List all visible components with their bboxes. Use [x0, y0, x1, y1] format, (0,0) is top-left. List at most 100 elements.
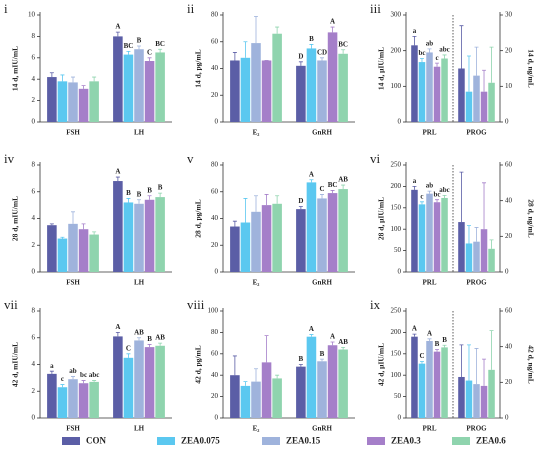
significance-letter: B: [435, 340, 440, 348]
y2-tick-label: 60: [505, 307, 513, 315]
error-bar: [320, 194, 324, 199]
y-tick-label: 60: [211, 349, 219, 357]
legend-label: ZEA0.075: [181, 436, 220, 446]
y-tick-label: 8: [32, 161, 36, 169]
y-axis-label: 42 d, mIU/mL: [11, 342, 20, 387]
error-bar: [264, 194, 269, 206]
y-tick-label: 20: [211, 241, 219, 249]
significance-letter: BC: [124, 42, 134, 50]
error-bar: [254, 195, 258, 212]
significance-letter: AB: [338, 338, 348, 346]
significance-letter: B: [137, 190, 142, 198]
error-bar: [474, 227, 479, 242]
bar: [89, 81, 99, 122]
y-tick-label: 40: [211, 214, 219, 222]
significance-letter: a: [413, 27, 417, 35]
y-tick-label: 0: [215, 268, 219, 276]
significance-letter: ab: [426, 182, 434, 190]
y-axis-label: 14 d, mIU/mL: [11, 46, 20, 91]
y-tick-label: 2: [32, 96, 36, 104]
y2-tick-label: 0: [505, 268, 509, 276]
error-bar: [92, 380, 97, 382]
bar: [144, 199, 155, 272]
bar: [144, 61, 155, 122]
error-bar: [298, 364, 303, 367]
y-tick-label: 40: [211, 371, 219, 379]
y-axis-label: 42 d, pg/mL: [194, 345, 203, 384]
error-bar: [320, 57, 324, 61]
legend-swatch: [157, 437, 175, 445]
bar: [155, 52, 165, 123]
y-tick-label: 250: [391, 161, 402, 169]
error-bar: [466, 225, 471, 244]
bar: [230, 375, 240, 418]
y-axis-label: 42 d, μIU/mL: [377, 343, 386, 386]
error-bar: [264, 335, 269, 363]
legend-label: CON: [86, 436, 107, 446]
y-tick-label: 2: [32, 387, 36, 395]
x-tick-label: E₂: [253, 129, 260, 137]
error-bar: [254, 15, 258, 44]
y-tick-label: 20: [211, 91, 219, 99]
error-bar: [419, 201, 424, 205]
error-bar: [126, 50, 131, 55]
error-bar: [474, 46, 479, 76]
error-bar: [298, 61, 303, 66]
bar: [433, 351, 441, 418]
bar: [240, 385, 251, 418]
significance-letter: C: [126, 344, 131, 352]
y2-axis-label: 14 d, ng/mL: [526, 49, 535, 88]
y-tick-label: 100: [391, 225, 402, 233]
y-tick-label: 8: [32, 32, 36, 40]
x-tick-label: FSH: [66, 425, 80, 433]
bar: [317, 198, 327, 272]
y2-tick-label: 20: [505, 46, 513, 54]
error-bar: [232, 52, 237, 61]
x-tick-label: LH: [134, 129, 145, 137]
bar: [306, 182, 317, 272]
bar: [240, 222, 251, 272]
error-bar: [412, 333, 417, 337]
x-tick-label: E₂: [253, 279, 260, 287]
error-bar: [309, 179, 314, 183]
y-tick-label: 60: [211, 187, 219, 195]
significance-letter: AB: [155, 334, 165, 342]
x-tick-label: PRL: [423, 425, 437, 433]
significance-letter: A: [330, 18, 335, 26]
bar: [458, 68, 465, 122]
error-bar: [147, 344, 152, 348]
error-bar: [126, 198, 131, 203]
error-bar: [71, 211, 75, 224]
error-bar: [330, 26, 335, 33]
bar: [123, 54, 134, 123]
error-bar: [442, 344, 447, 348]
panel-label: ix: [370, 297, 381, 312]
y-tick-label: 40: [211, 64, 219, 72]
y-tick-label: 100: [391, 82, 402, 90]
y-tick-label: 200: [391, 182, 402, 190]
significance-letter: ab: [69, 367, 77, 375]
y-tick-label: 0: [398, 268, 402, 276]
bar: [480, 385, 488, 418]
significance-letter: A: [115, 23, 120, 31]
y-tick-label: 250: [391, 307, 402, 315]
y2-tick-label: 0: [505, 118, 509, 126]
bar: [338, 53, 348, 122]
significance-letter: D: [298, 197, 303, 205]
bar: [144, 347, 155, 418]
bar: [134, 49, 144, 122]
bar: [441, 197, 448, 272]
error-bar: [243, 198, 248, 223]
significance-letter: CD: [317, 48, 327, 56]
bar: [338, 189, 348, 272]
y-tick-label: 0: [32, 268, 36, 276]
bar: [441, 58, 448, 122]
bar: [306, 48, 317, 122]
bar: [327, 193, 338, 272]
bar: [68, 379, 78, 418]
bar: [473, 75, 480, 122]
error-bar: [341, 346, 346, 350]
error-bar: [466, 344, 471, 381]
error-bar: [115, 332, 120, 337]
error-bar: [275, 195, 280, 204]
